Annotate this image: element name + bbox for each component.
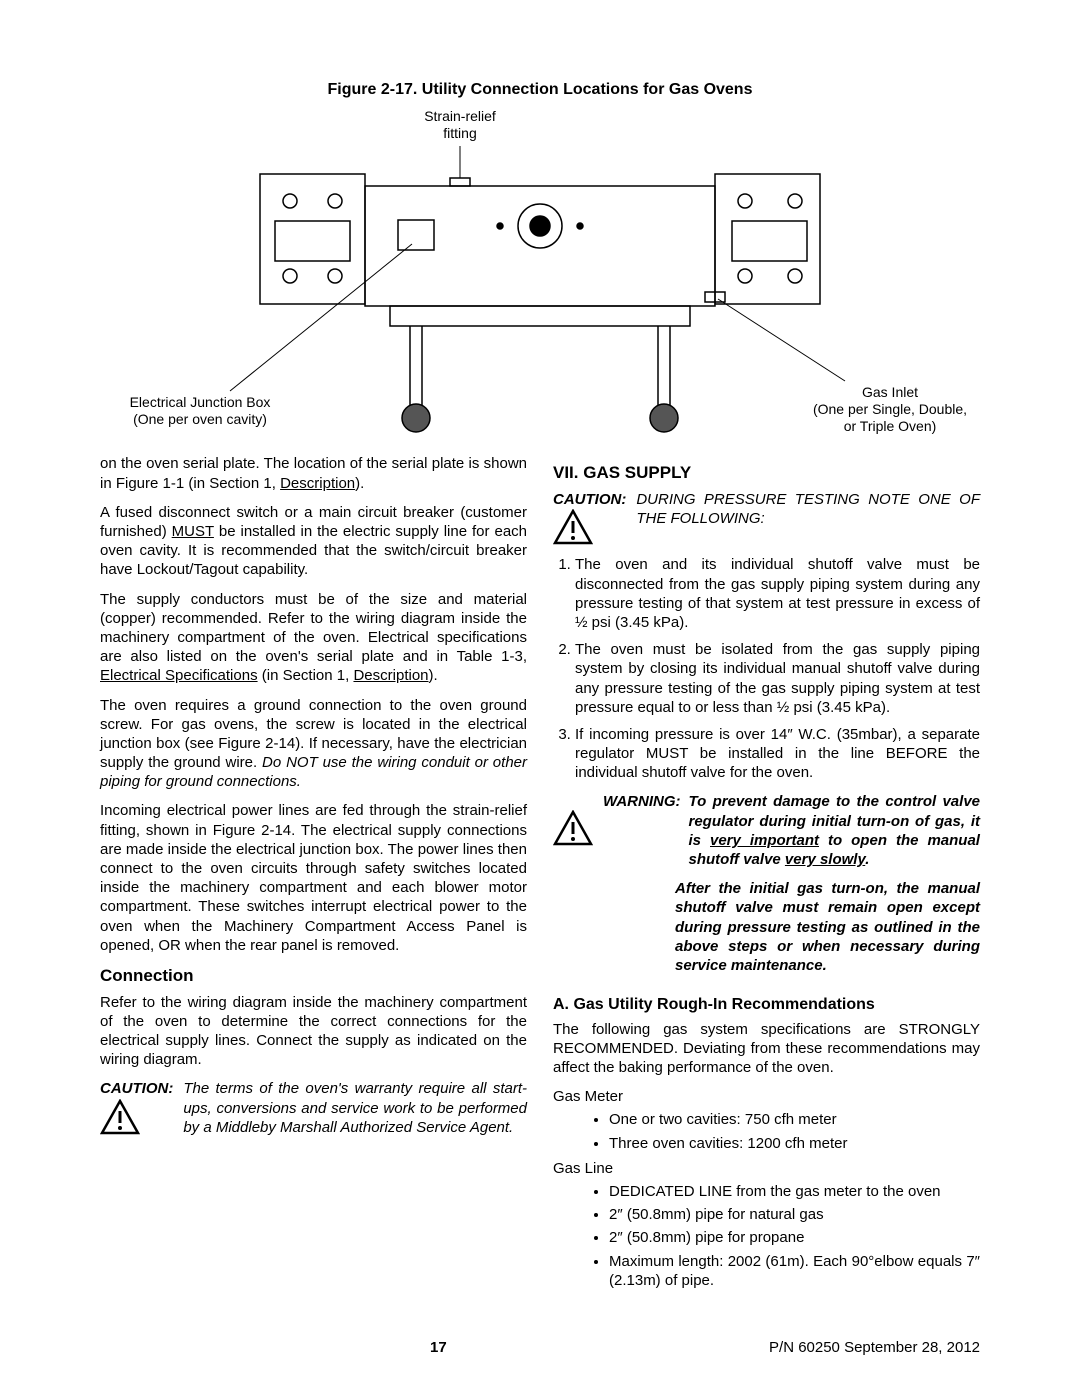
gas-roughin-heading: A. Gas Utility Rough-In Recommendations	[553, 995, 980, 1015]
figure-title: Figure 2-17. Utility Connection Location…	[100, 80, 980, 100]
list-item: DEDICATED LINE from the gas meter to the…	[609, 1182, 980, 1201]
caution-label-r: CAUTION:	[553, 490, 626, 509]
caution-label: CAUTION:	[100, 1079, 173, 1098]
para-disconnect: A fused disconnect switch or a main circ…	[100, 503, 527, 580]
warning-icon	[553, 810, 593, 846]
part-number: P/N 60250 September 28, 2012	[769, 1338, 980, 1357]
warning-para-1: To prevent damage to the control valve r…	[689, 792, 981, 869]
caution-pressure: CAUTION: DURING PRESSURE TESTING NOTE ON…	[553, 490, 980, 545]
list-item: Maximum length: 2002 (61m). Each 90°elbo…	[609, 1252, 980, 1290]
list-item: The oven must be isolated from the gas s…	[575, 640, 980, 717]
warning-icon	[553, 509, 593, 545]
caution-text-r: DURING PRESSURE TESTING NOTE ONE OF THE …	[636, 490, 980, 528]
gas-line-label: Gas Line	[553, 1159, 980, 1178]
warning-block: WARNING: To prevent damage to the contro…	[553, 792, 980, 985]
caution-text: The terms of the oven's warranty require…	[183, 1079, 527, 1137]
para-ground: The oven requires a ground connection to…	[100, 696, 527, 792]
page-number: 17	[430, 1338, 447, 1357]
list-item: One or two cavities: 750 cfh meter	[609, 1110, 980, 1129]
gas-supply-heading: VII. GAS SUPPLY	[553, 462, 980, 484]
warning-icon	[100, 1099, 140, 1135]
connection-heading: Connection	[100, 965, 527, 987]
left-column: on the oven serial plate. The location o…	[100, 454, 527, 1295]
list-item: 2″ (50.8mm) pipe for propane	[609, 1228, 980, 1247]
pressure-test-list: The oven and its individual shutoff valv…	[553, 555, 980, 782]
gas-line-list: DEDICATED LINE from the gas meter to the…	[553, 1182, 980, 1290]
para-roughin: The following gas system specifications …	[553, 1020, 980, 1078]
gas-meter-label: Gas Meter	[553, 1087, 980, 1106]
figure-diagram: Strain-relieffitting Electrical Junction…	[100, 106, 980, 436]
page-footer: 17 P/N 60250 September 28, 2012	[100, 1338, 980, 1357]
gas-inlet-label: Gas Inlet(One per Single, Double,or Trip…	[800, 384, 980, 434]
warning-para-2: After the initial gas turn-on, the manua…	[675, 879, 980, 975]
caution-warranty: CAUTION: The terms of the oven's warrant…	[100, 1079, 527, 1137]
strain-relief-label: Strain-relieffitting	[400, 108, 520, 142]
para-conductors: The supply conductors must be of the siz…	[100, 590, 527, 686]
para-connection: Refer to the wiring diagram inside the m…	[100, 993, 527, 1070]
list-item: Three oven cavities: 1200 cfh meter	[609, 1134, 980, 1153]
list-item: The oven and its individual shutoff valv…	[575, 555, 980, 632]
warning-label: WARNING:	[603, 792, 681, 879]
right-column: VII. GAS SUPPLY CAUTION: DURING PRESSURE…	[553, 454, 980, 1295]
ejb-label: Electrical Junction Box(One per oven cav…	[110, 394, 290, 428]
gas-meter-list: One or two cavities: 750 cfh meter Three…	[553, 1110, 980, 1152]
para-powerlines: Incoming electrical power lines are fed …	[100, 801, 527, 955]
list-item: 2″ (50.8mm) pipe for natural gas	[609, 1205, 980, 1224]
para-serial-plate: on the oven serial plate. The location o…	[100, 454, 527, 492]
list-item: If incoming pressure is over 14″ W.C. (3…	[575, 725, 980, 783]
